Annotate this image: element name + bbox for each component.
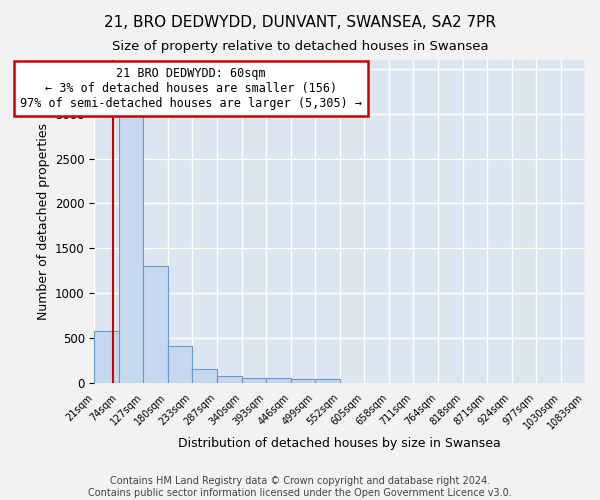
X-axis label: Distribution of detached houses by size in Swansea: Distribution of detached houses by size … (178, 437, 501, 450)
Bar (242, 378, 266, 382)
Bar (193, 369, 217, 382)
Bar (143, 266, 168, 382)
Bar (119, 114, 143, 382)
Bar (315, 380, 340, 382)
Bar (266, 378, 291, 382)
Bar (291, 379, 315, 382)
Bar (168, 346, 193, 383)
Text: 21 BRO DEDWYDD: 60sqm
← 3% of detached houses are smaller (156)
97% of semi-deta: 21 BRO DEDWYDD: 60sqm ← 3% of detached h… (20, 67, 362, 110)
Bar (94, 330, 119, 382)
Y-axis label: Number of detached properties: Number of detached properties (37, 123, 50, 320)
Text: Size of property relative to detached houses in Swansea: Size of property relative to detached ho… (112, 40, 488, 53)
Text: Contains HM Land Registry data © Crown copyright and database right 2024.
Contai: Contains HM Land Registry data © Crown c… (88, 476, 512, 498)
Text: 21, BRO DEDWYDD, DUNVANT, SWANSEA, SA2 7PR: 21, BRO DEDWYDD, DUNVANT, SWANSEA, SA2 7… (104, 15, 496, 30)
Bar (217, 376, 242, 382)
